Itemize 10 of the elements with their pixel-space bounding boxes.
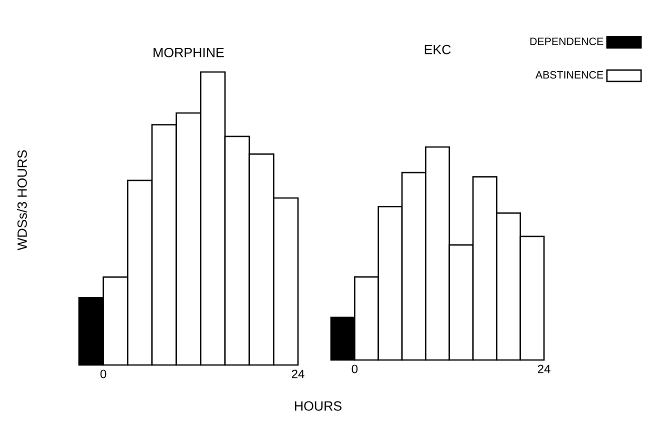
- x-tick-label: 24: [292, 370, 304, 378]
- x-tick-label: 24: [538, 364, 550, 374]
- chart-title: EKC: [424, 44, 451, 54]
- y-axis-title: WDSs/3 HOURS: [17, 150, 27, 250]
- chart-title: MORPHINE: [154, 48, 224, 58]
- x-tick-label: 0: [352, 364, 358, 374]
- legend-label: DEPENDENCE: [530, 38, 604, 46]
- x-axis-title: HOURS: [295, 401, 342, 411]
- x-tick-label: 0: [100, 370, 106, 378]
- legend-label: ABSTINENCE: [535, 71, 604, 79]
